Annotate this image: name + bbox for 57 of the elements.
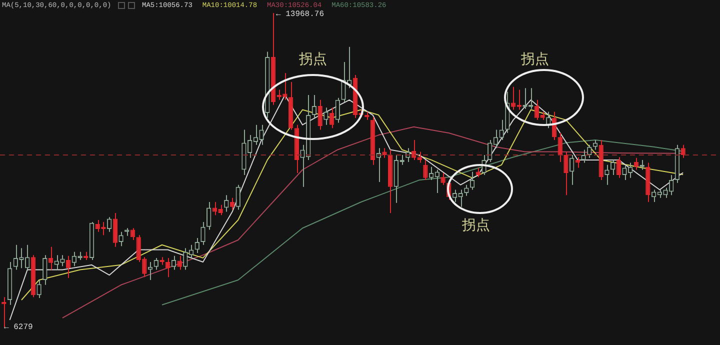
candlestick (54, 254, 59, 270)
candlestick (25, 244, 30, 270)
annotation: 拐点 (461, 218, 490, 234)
candlestick (558, 132, 562, 162)
candlestick (66, 255, 71, 278)
candlestick (324, 107, 328, 126)
candlestick (42, 254, 48, 286)
candlestick (610, 159, 616, 176)
candlestick (13, 244, 18, 270)
candlestick (634, 157, 639, 170)
candlestick (48, 246, 54, 270)
candlestick (142, 256, 147, 278)
candlestick (622, 164, 627, 180)
candlestick (669, 174, 674, 196)
candlestick (300, 144, 305, 188)
candlestick (171, 255, 176, 270)
candlestick (236, 184, 240, 210)
candlestick (564, 151, 568, 196)
candlestick (194, 237, 200, 254)
annotation: ← 13968.76 (276, 10, 324, 20)
candlestick (95, 219, 100, 232)
candlestick (341, 61, 346, 102)
candlestick (423, 159, 428, 180)
candlestick (136, 234, 141, 263)
annotation: ← 6279 (4, 323, 34, 332)
candlestick (604, 164, 610, 186)
candlestick (148, 262, 153, 280)
candlestick (60, 254, 65, 267)
annotation: 拐点 (520, 52, 549, 68)
candlestick (19, 248, 24, 269)
candlestick (106, 216, 112, 232)
candlestick (592, 139, 598, 150)
annotation: 拐点 (298, 52, 327, 68)
candlestick (206, 202, 212, 230)
candlestick (499, 119, 504, 140)
candlestick (587, 144, 592, 158)
candlestick (575, 156, 580, 168)
candlestick (112, 212, 118, 248)
candlestick (440, 172, 446, 186)
candlestick (628, 162, 633, 178)
candlestick (581, 149, 586, 164)
candlestick (464, 184, 469, 196)
candlestick (118, 231, 124, 247)
candlestick (569, 154, 574, 186)
candlestick (177, 255, 182, 270)
candlestick (329, 107, 334, 129)
candlestick (36, 280, 42, 298)
candlestick (417, 151, 422, 164)
candlestick (318, 99, 322, 130)
candlestick (616, 156, 622, 178)
candlestick (312, 94, 317, 118)
candlestick (200, 222, 206, 246)
candlestick (166, 257, 170, 278)
candlestick (335, 97, 340, 124)
candlestick (680, 144, 686, 158)
candlestick (663, 187, 668, 198)
candlestick (230, 197, 235, 210)
